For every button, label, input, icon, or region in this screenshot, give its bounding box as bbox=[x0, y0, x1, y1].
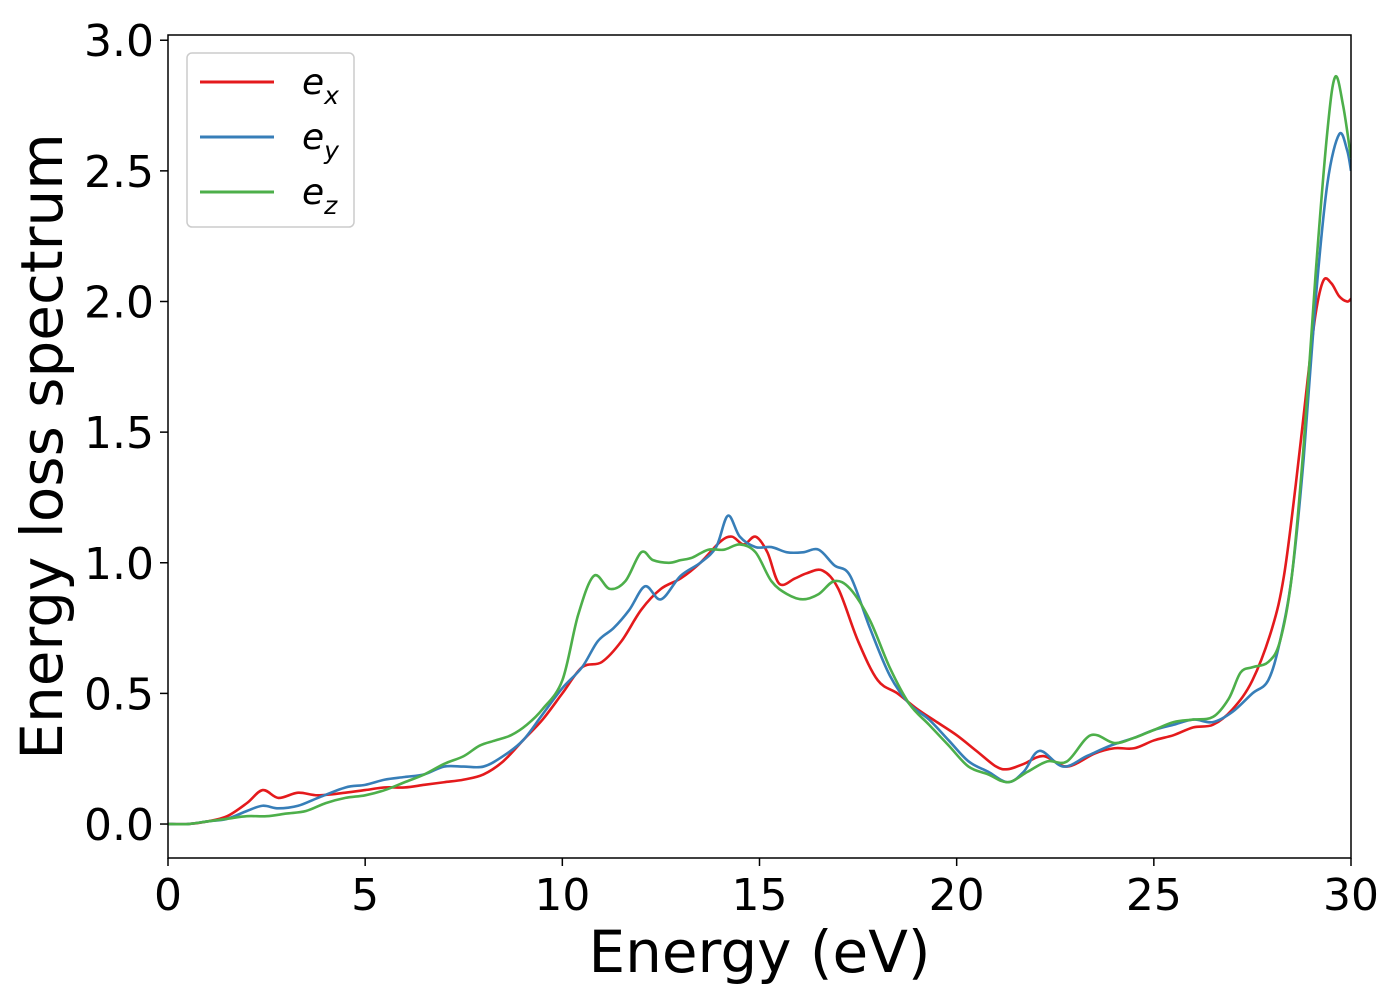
legend-label-subscript: y bbox=[323, 136, 340, 165]
legend-frame bbox=[186, 52, 355, 228]
y-tick-label: 2.5 bbox=[84, 147, 154, 198]
series-line-x bbox=[168, 277, 1351, 826]
legend-label-base: e bbox=[302, 117, 324, 158]
y-tick-label: 3.0 bbox=[84, 16, 154, 67]
series-line-z bbox=[168, 74, 1351, 826]
y-tick-label: 0.5 bbox=[84, 669, 154, 720]
series-lines bbox=[168, 74, 1351, 826]
legend-label-subscript: z bbox=[323, 191, 338, 220]
x-tick-label: 25 bbox=[1126, 870, 1182, 921]
x-tick-label: 10 bbox=[534, 870, 590, 921]
legend-label-z: ez bbox=[302, 172, 338, 220]
y-tick-label: 2.0 bbox=[84, 277, 154, 328]
x-tick-label: 20 bbox=[929, 870, 985, 921]
legend-label-y: ey bbox=[302, 117, 340, 165]
y-tick-label: 1.5 bbox=[84, 408, 154, 459]
legend-label-x: ex bbox=[302, 62, 339, 110]
x-tick-label: 5 bbox=[351, 870, 379, 921]
x-axis-label: Energy (eV) bbox=[588, 918, 930, 986]
legend-label-subscript: x bbox=[323, 81, 339, 110]
x-axis-ticks: 0 5 10 15 20 25 30 bbox=[154, 858, 1379, 921]
y-axis-ticks: 0.0 0.5 1.0 1.5 2.0 2.5 3.0 bbox=[84, 16, 168, 851]
y-tick-label: 0.0 bbox=[84, 800, 154, 851]
y-axis-label: Energy loss spectrum bbox=[8, 133, 76, 759]
legend-label-base: e bbox=[302, 172, 324, 213]
y-tick-label: 1.0 bbox=[84, 539, 154, 590]
series-line-y bbox=[168, 131, 1351, 826]
x-tick-label: 15 bbox=[732, 870, 788, 921]
x-tick-label: 0 bbox=[154, 870, 182, 921]
x-tick-label: 30 bbox=[1323, 870, 1379, 921]
legend-label-base: e bbox=[302, 62, 324, 103]
